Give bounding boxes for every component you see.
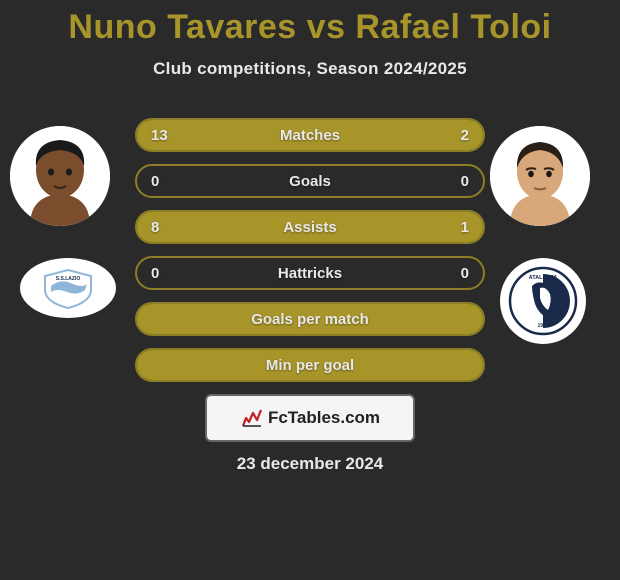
stat-label: Hattricks	[137, 258, 483, 288]
stats-container: 13 Matches 2 0 Goals 0 8 Assists 1 0 Hat…	[0, 118, 620, 394]
stat-right-value: 0	[461, 258, 469, 288]
stat-label: Goals per match	[137, 304, 483, 334]
stat-bar-goals-per-match: Goals per match	[135, 302, 485, 336]
stat-right-value: 1	[461, 212, 469, 242]
stat-label: Goals	[137, 166, 483, 196]
stat-bar-hattricks: 0 Hattricks 0	[135, 256, 485, 290]
stat-bar-min-per-goal: Min per goal	[135, 348, 485, 382]
stat-label: Matches	[137, 120, 483, 150]
branding-box[interactable]: FcTables.com	[205, 394, 415, 442]
date-text: 23 december 2024	[0, 454, 620, 474]
branding-text: FcTables.com	[268, 408, 380, 428]
page-title: Nuno Tavares vs Rafael Toloi	[0, 0, 620, 47]
page-subtitle: Club competitions, Season 2024/2025	[0, 59, 620, 79]
stat-bar-assists: 8 Assists 1	[135, 210, 485, 244]
fctables-logo-icon	[240, 406, 264, 430]
stat-bar-goals: 0 Goals 0	[135, 164, 485, 198]
stat-right-value: 2	[461, 120, 469, 150]
stat-bar-matches: 13 Matches 2	[135, 118, 485, 152]
stat-label: Assists	[137, 212, 483, 242]
stat-label: Min per goal	[137, 350, 483, 380]
stat-right-value: 0	[461, 166, 469, 196]
